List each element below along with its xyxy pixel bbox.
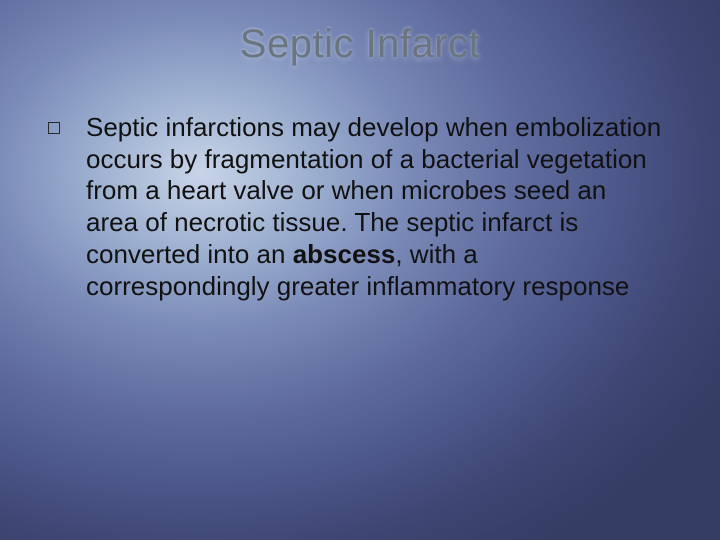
bullet-text: Septic infarctions may develop when embo… bbox=[86, 112, 662, 302]
bullet-square-icon bbox=[48, 122, 60, 134]
bullet-item: Septic infarctions may develop when embo… bbox=[48, 112, 662, 302]
slide-body: Septic infarctions may develop when embo… bbox=[48, 112, 662, 302]
slide-title: Septic Infarct bbox=[0, 22, 720, 67]
slide: Septic Infarct Septic infarctions may de… bbox=[0, 0, 720, 540]
